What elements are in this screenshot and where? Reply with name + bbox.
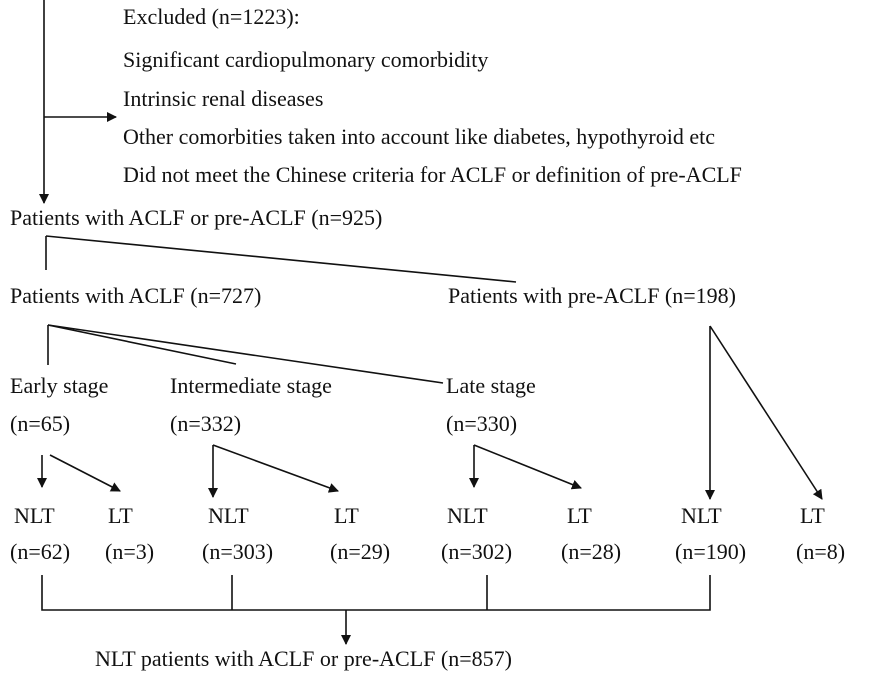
nlt-label: NLT [681,503,722,528]
excluded-title: Excluded (n=1223): [123,4,300,29]
stage-n: (n=65) [10,411,70,436]
stage-name: Early stage [10,373,108,398]
stage-n: (n=332) [170,411,241,436]
lt-n: (n=8) [796,539,845,564]
pre-aclf-node: Patients with pre-ACLF (n=198) [448,283,736,308]
aclf-node: Patients with ACLF (n=727) [10,283,261,308]
nlt-n: (n=303) [202,539,273,564]
final-node: NLT patients with ACLF or pre-ACLF (n=85… [95,646,512,671]
nlt-label: NLT [208,503,249,528]
stage-n: (n=330) [446,411,517,436]
lt-label: LT [800,503,825,528]
stage-name: Intermediate stage [170,373,332,398]
lt-label: LT [334,503,359,528]
excluded-reason: Other comorbities taken into account lik… [123,124,715,149]
nlt-n: (n=190) [675,539,746,564]
excluded-reason: Did not meet the Chinese criteria for AC… [123,162,742,187]
lt-n: (n=29) [330,539,390,564]
nlt-label: NLT [447,503,488,528]
lt-label: LT [567,503,592,528]
excluded-reason: Intrinsic renal diseases [123,86,323,111]
total-node: Patients with ACLF or pre-ACLF (n=925) [10,205,382,230]
lt-label: LT [108,503,133,528]
nlt-n: (n=302) [441,539,512,564]
lt-n: (n=3) [105,539,154,564]
excluded-reason: Significant cardiopulmonary comorbidity [123,47,488,72]
nlt-n: (n=62) [10,539,70,564]
connectors [37,0,823,645]
lt-n: (n=28) [561,539,621,564]
stage-name: Late stage [446,373,536,398]
nlt-label: NLT [14,503,55,528]
